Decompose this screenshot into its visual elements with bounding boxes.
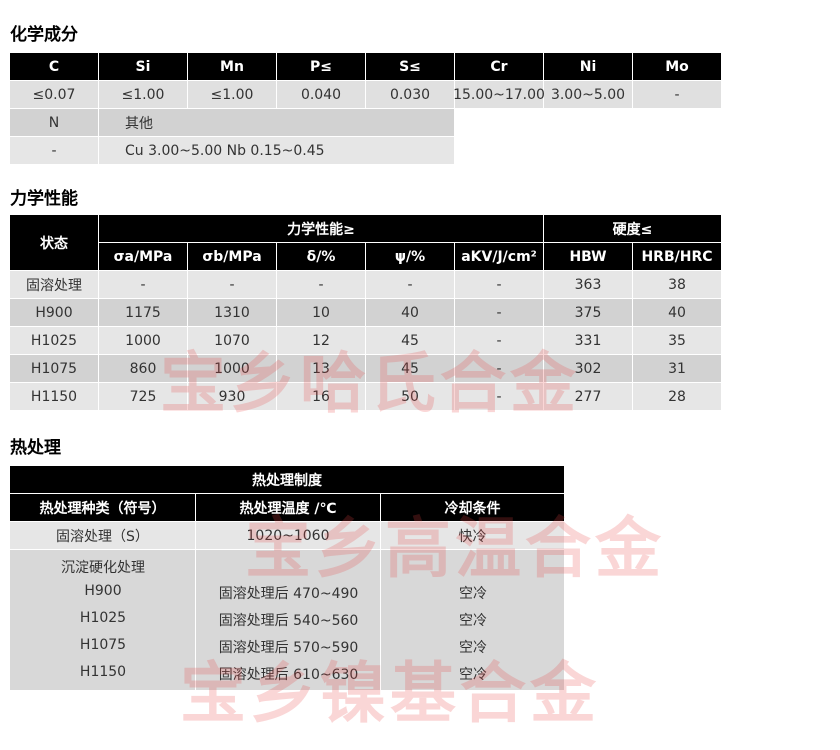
header-cell: Mn (188, 53, 276, 80)
cell: 其他 (99, 109, 454, 136)
header-cell: σa/MPa (99, 243, 187, 270)
cell: - (455, 355, 543, 382)
header-cell: σb/MPa (188, 243, 276, 270)
cell: 38 (633, 271, 721, 298)
header-cell: aKV/J/cm² (455, 243, 543, 270)
header-cell: 力学性能≥ (99, 215, 543, 242)
cell: 1070 (188, 327, 276, 354)
cell: 930 (188, 383, 276, 410)
cell: - (633, 81, 721, 108)
cell-text: 固溶处理后 470~490 (218, 586, 359, 602)
cell (10, 550, 195, 690)
cell: 快冷 (381, 522, 564, 549)
cell: 35 (633, 327, 721, 354)
cell-text: 固溶处理后 540~560 (218, 613, 359, 629)
header-cell: C (10, 53, 98, 80)
header-cell: P≤ (277, 53, 365, 80)
header-cell: 热处理温度 /℃ (196, 494, 380, 521)
cell: 725 (99, 383, 187, 410)
header-cell: Cr (455, 53, 543, 80)
cell: 固溶处理 (10, 271, 98, 298)
header-cell: Mo (633, 53, 721, 80)
header-cell: Si (99, 53, 187, 80)
cell: 1000 (99, 327, 187, 354)
cell: 16 (277, 383, 365, 410)
cell: 31 (633, 355, 721, 382)
section-title: 化学成分 (10, 25, 78, 45)
cell: 28 (633, 383, 721, 410)
cell: H1025 (10, 327, 98, 354)
cell: 1020~1060 (196, 522, 380, 549)
cell: 1000 (188, 355, 276, 382)
cell: - (10, 137, 98, 164)
cell-text: H1025 (79, 610, 127, 626)
cell: ≤1.00 (99, 81, 187, 108)
cell: - (455, 299, 543, 326)
cell: 15.00~17.00 (453, 81, 545, 108)
cell: ≤0.07 (10, 81, 98, 108)
header-cell: 硬度≤ (544, 215, 721, 242)
section-title: 热处理 (10, 438, 61, 458)
cell: 13 (277, 355, 365, 382)
header-cell: 冷却条件 (381, 494, 564, 521)
cell-text: 空冷 (459, 613, 487, 629)
cell: H1075 (10, 355, 98, 382)
header-cell: HBW (544, 243, 632, 270)
cell: Cu 3.00~5.00 Nb 0.15~0.45 (99, 137, 454, 164)
header-cell: ψ/% (366, 243, 454, 270)
cell: 40 (633, 299, 721, 326)
cell-text: H1150 (79, 664, 127, 680)
cell: - (366, 271, 454, 298)
cell: H1150 (10, 383, 98, 410)
cell: 40 (366, 299, 454, 326)
header-cell: 热处理种类（符号） (10, 494, 195, 521)
cell: 277 (544, 383, 632, 410)
cell: 10 (277, 299, 365, 326)
cell: 0.030 (366, 81, 454, 108)
cell-text: 沉淀硬化处理 (61, 560, 145, 576)
cell-text: 空冷 (459, 640, 487, 656)
cell: - (455, 383, 543, 410)
cell: N (10, 109, 98, 136)
header-cell: HRB/HRC (633, 243, 721, 270)
cell: 50 (366, 383, 454, 410)
cell: 3.00~5.00 (544, 81, 632, 108)
header-cell: δ/% (277, 243, 365, 270)
cell-text: H1075 (79, 637, 127, 653)
cell: - (99, 271, 187, 298)
cell-text: H900 (84, 583, 122, 599)
cell: 302 (544, 355, 632, 382)
cell-text: 固溶处理后 610~630 (218, 667, 359, 683)
header-cell: Ni (544, 53, 632, 80)
header-cell: 状态 (10, 215, 98, 270)
cell (196, 550, 380, 690)
cell: - (455, 271, 543, 298)
cell: 860 (99, 355, 187, 382)
cell: 1310 (188, 299, 276, 326)
cell: ≤1.00 (188, 81, 276, 108)
cell: 固溶处理（S） (10, 522, 195, 549)
cell: - (188, 271, 276, 298)
cell: 331 (544, 327, 632, 354)
cell: 0.040 (277, 81, 365, 108)
header-cell: 热处理制度 (10, 466, 564, 493)
cell-text: 空冷 (459, 667, 487, 683)
cell-text: 空冷 (459, 586, 487, 602)
cell: H900 (10, 299, 98, 326)
cell: 375 (544, 299, 632, 326)
cell: 1175 (99, 299, 187, 326)
cell-text: 固溶处理后 570~590 (218, 640, 359, 656)
section-title: 力学性能 (10, 189, 78, 209)
cell: 45 (366, 355, 454, 382)
cell: 363 (544, 271, 632, 298)
cell: - (277, 271, 365, 298)
cell: - (455, 327, 543, 354)
header-cell: S≤ (366, 53, 454, 80)
cell: 12 (277, 327, 365, 354)
cell (381, 550, 564, 690)
cell: 45 (366, 327, 454, 354)
